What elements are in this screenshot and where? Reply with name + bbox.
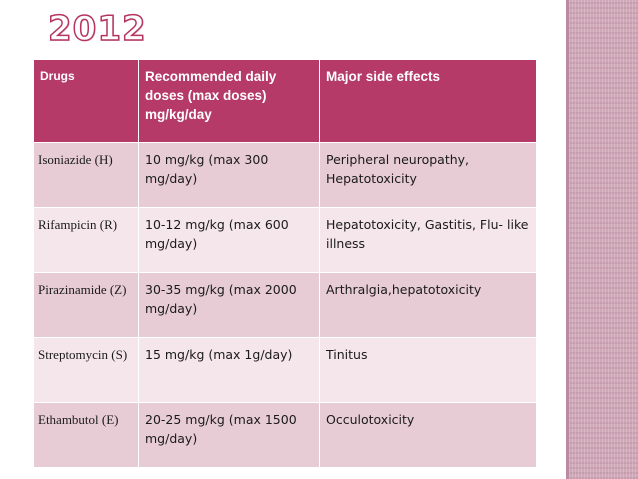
side-effects-cell: Arthralgia,hepatotoxicity	[319, 272, 537, 338]
side-effects-cell: Tinitus	[319, 337, 537, 403]
drug-name-cell: Streptomycin (S)	[33, 337, 139, 403]
table-row: Rifampicin (R) 10-12 mg/kg (max 600 mg/d…	[33, 207, 537, 273]
dose-cell: 10-12 mg/kg (max 600 mg/day)	[138, 207, 320, 273]
header-drugs: Drugs	[33, 59, 139, 143]
drug-name-cell: Isoniazide (H)	[33, 142, 139, 208]
dose-cell: 15 mg/kg (max 1g/day)	[138, 337, 320, 403]
side-effects-cell: Occulotoxicity	[319, 402, 537, 468]
drug-table: Drugs Recommended daily doses (max doses…	[33, 59, 537, 468]
slide-title: 2012	[47, 9, 147, 49]
dose-cell: 10 mg/kg (max 300 mg/day)	[138, 142, 320, 208]
table-row: Ethambutol (E) 20-25 mg/kg (max 1500 mg/…	[33, 402, 537, 468]
header-recommended-doses: Recommended daily doses (max doses) mg/k…	[138, 59, 320, 143]
decorative-side-band	[566, 0, 638, 479]
side-effects-cell: Hepatotoxicity, Gastitis, Flu- like illn…	[319, 207, 537, 273]
drug-name-cell: Rifampicin (R)	[33, 207, 139, 273]
table-header-row: Drugs Recommended daily doses (max doses…	[33, 59, 537, 143]
drug-name-cell: Ethambutol (E)	[33, 402, 139, 468]
table-row: Isoniazide (H) 10 mg/kg (max 300 mg/day)…	[33, 142, 537, 208]
dose-cell: 30-35 mg/kg (max 2000 mg/day)	[138, 272, 320, 338]
table-row: Pirazinamide (Z) 30-35 mg/kg (max 2000 m…	[33, 272, 537, 338]
dose-cell: 20-25 mg/kg (max 1500 mg/day)	[138, 402, 320, 468]
table-row: Streptomycin (S) 15 mg/kg (max 1g/day) T…	[33, 337, 537, 403]
side-effects-cell: Peripheral neuropathy, Hepatotoxicity	[319, 142, 537, 208]
side-band-edge	[566, 0, 569, 479]
drug-name-cell: Pirazinamide (Z)	[33, 272, 139, 338]
header-side-effects: Major side effects	[319, 59, 537, 143]
